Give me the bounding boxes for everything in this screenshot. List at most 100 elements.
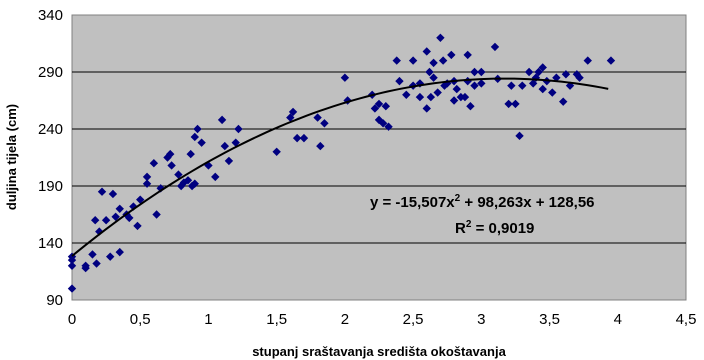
data-point xyxy=(460,92,470,102)
x-tick-labels: 0 0,5 1 1,5 2 2,5 3 3,5 4 4,5 xyxy=(68,311,697,328)
data-point xyxy=(422,104,431,113)
data-point xyxy=(190,132,199,142)
data-point xyxy=(524,67,534,77)
data-point xyxy=(272,147,281,156)
data-point xyxy=(183,176,193,185)
data-point xyxy=(299,133,309,143)
data-point xyxy=(470,81,479,90)
data-point xyxy=(90,216,100,225)
data-point xyxy=(408,56,418,65)
gridlines xyxy=(72,71,686,244)
data-point xyxy=(575,73,584,82)
data-point xyxy=(186,149,195,159)
data-point xyxy=(115,204,124,213)
data-point xyxy=(125,213,134,223)
x-tick-label: 1 xyxy=(204,311,212,328)
x-tick-label: 4 xyxy=(614,311,622,328)
data-point xyxy=(193,124,202,134)
data-point xyxy=(142,172,152,182)
data-point xyxy=(463,50,472,60)
equation-line-2: R2 = 0,9019 xyxy=(455,219,534,237)
data-point xyxy=(392,56,401,65)
data-point xyxy=(436,33,445,42)
data-point xyxy=(438,56,448,65)
y-axis-label: duljina tijela (cm) xyxy=(4,104,19,210)
x-tick-label: 1,5 xyxy=(266,311,287,328)
data-point xyxy=(286,113,295,122)
data-point xyxy=(470,67,479,77)
data-point xyxy=(340,73,350,82)
x-tick-label: 4,5 xyxy=(676,311,697,328)
data-point xyxy=(92,259,101,268)
data-point xyxy=(187,181,197,191)
data-point xyxy=(402,90,411,99)
data-point xyxy=(534,67,543,77)
data-point xyxy=(67,261,77,270)
data-point xyxy=(572,70,582,79)
data-point xyxy=(174,170,183,179)
data-point xyxy=(552,73,561,82)
data-point xyxy=(67,284,77,293)
data-point xyxy=(231,138,240,147)
x-tick-label: 2,5 xyxy=(403,311,424,328)
data-point xyxy=(197,138,206,147)
data-point xyxy=(531,73,541,82)
data-point xyxy=(115,247,124,257)
data-point xyxy=(88,250,97,259)
data-point xyxy=(422,47,431,56)
data-point xyxy=(220,141,230,151)
data-point xyxy=(504,99,513,109)
data-point xyxy=(559,97,568,106)
data-point xyxy=(288,107,298,117)
data-point xyxy=(426,92,436,102)
data-point xyxy=(163,153,172,162)
data-point xyxy=(606,56,616,65)
data-point xyxy=(176,181,186,191)
data-point xyxy=(583,56,592,65)
equation-line-1: y = -15,507x2 + 98,263x + 128,56 xyxy=(370,193,595,211)
data-point xyxy=(477,67,486,77)
data-point xyxy=(452,84,461,94)
data-point xyxy=(234,124,243,134)
data-point xyxy=(370,104,380,113)
data-point xyxy=(507,81,516,90)
data-point xyxy=(425,67,434,77)
y-tick-label: 140 xyxy=(38,235,63,252)
data-point xyxy=(433,88,442,97)
data-point xyxy=(395,76,404,86)
data-point xyxy=(108,189,118,199)
data-point xyxy=(415,92,425,102)
data-point xyxy=(381,102,391,111)
y-tick-label: 190 xyxy=(38,178,63,195)
data-point xyxy=(142,179,152,188)
data-point xyxy=(81,261,90,270)
y-tick-label: 290 xyxy=(38,64,63,81)
data-point xyxy=(133,221,142,231)
data-point xyxy=(374,99,384,109)
data-point xyxy=(528,79,538,88)
data-point xyxy=(313,113,322,122)
data-point xyxy=(384,122,393,131)
data-point xyxy=(167,161,176,170)
data-point xyxy=(477,79,486,88)
data-point xyxy=(561,70,571,79)
x-tick-label: 0 xyxy=(68,311,76,328)
y-tick-label: 340 xyxy=(38,7,63,24)
data-point xyxy=(292,133,302,143)
y-tick-label: 240 xyxy=(38,121,63,138)
data-point xyxy=(106,252,115,261)
data-point xyxy=(190,179,199,188)
trendline xyxy=(71,77,609,257)
data-point xyxy=(548,88,557,97)
data-point xyxy=(97,187,107,196)
data-point xyxy=(538,63,547,72)
data-point xyxy=(447,50,456,60)
x-axis-label: stupanj sraštavanja središta okoštavanja xyxy=(252,344,506,359)
data-point xyxy=(111,212,120,221)
plot-area xyxy=(71,14,687,301)
data-point xyxy=(490,42,500,52)
x-tick-label: 2 xyxy=(341,311,349,328)
y-tick-labels: 90 140 190 240 290 340 xyxy=(38,7,63,309)
data-point xyxy=(316,141,325,151)
